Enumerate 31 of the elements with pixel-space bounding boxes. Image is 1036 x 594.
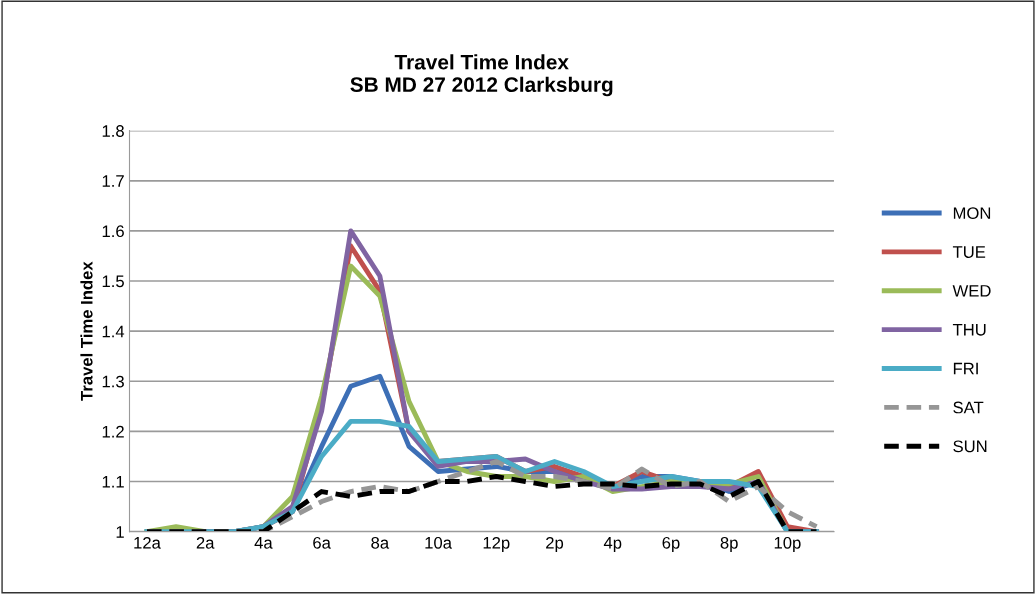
y-tick-label: 1.8 — [102, 125, 124, 137]
x-tick-label: 8a — [371, 536, 390, 549]
x-tick-label: 8p — [720, 536, 738, 553]
x-tick-label: 12p — [483, 536, 510, 553]
y-tick-label: 1.2 — [102, 425, 124, 438]
y-tick-label: 1.6 — [102, 225, 124, 238]
x-tick-label: 4p — [603, 537, 622, 553]
legend-label: SAT — [953, 401, 984, 414]
legend-label: WED — [952, 285, 991, 297]
x-tick-label: 6p — [662, 536, 680, 553]
y-tick-label: 1.7 — [102, 175, 124, 187]
legend-label: MON — [953, 207, 991, 220]
x-tick-label: 2a — [196, 536, 215, 549]
chart-title: Travel Time Index SB MD 27 2012 Clarksburg — [350, 54, 613, 97]
y-tick-label: 1.5 — [102, 275, 124, 288]
y-tick-label: 1.4 — [102, 325, 125, 338]
x-tick-label: 10a — [425, 536, 452, 549]
legend-label: FRI — [953, 362, 978, 375]
y-axis-title: Travel Time Index — [80, 261, 93, 401]
x-tick-label: 12a — [134, 536, 161, 549]
line-series — [144, 474, 819, 532]
legend-label: SUN — [953, 440, 987, 453]
x-tick-label: 6a — [313, 536, 331, 549]
x-tick-label: 2p — [546, 536, 564, 553]
legend-label: THU — [952, 324, 986, 336]
x-tick-label: 4a — [254, 537, 273, 549]
y-tick-label: 1.1 — [102, 476, 124, 488]
legend-label: TUE — [952, 246, 986, 258]
y-tick-label: 1.3 — [102, 375, 124, 388]
y-tick-label: 1 — [116, 526, 124, 538]
x-tick-label: 10p — [774, 536, 801, 553]
